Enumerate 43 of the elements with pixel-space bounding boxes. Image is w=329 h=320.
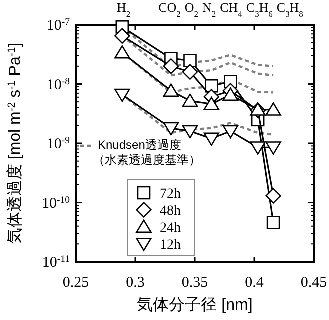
legend-label: 72h: [160, 187, 181, 202]
text: N$_{2}$: [202, 0, 216, 19]
text: CH$_{4}$: [220, 0, 244, 19]
x-tick-label: 0.3: [126, 275, 145, 291]
point: [222, 88, 239, 101]
point: [266, 216, 280, 230]
y-tick-label: 10$^{-9}$: [46, 135, 70, 152]
legend-label: Knudsen透過度（水素透過度基準）: [93, 138, 201, 167]
x-tick-label: 0.25: [62, 275, 90, 291]
point: [114, 46, 130, 59]
point: [205, 79, 218, 93]
point: [182, 125, 198, 139]
text: C$_{3}$H$_{8}$: [276, 0, 304, 19]
y-tick-label: 10$^{-10}$: [42, 194, 70, 212]
point: [184, 54, 197, 68]
text: O$_{2}$: [184, 0, 198, 19]
legend-label: 48h: [160, 204, 181, 219]
x-tick-label: 0.35: [182, 275, 208, 291]
x-axis-title: 気体分子径 [nm]: [137, 297, 253, 314]
point: [163, 58, 180, 74]
point: [266, 142, 282, 155]
y-tick-label: 10$^{-7}$: [46, 16, 70, 34]
point: [222, 125, 239, 139]
point: [204, 132, 220, 146]
point: [204, 96, 220, 110]
point: [250, 142, 266, 155]
text: C$_{3}$H$_{6}$: [246, 0, 273, 19]
point: [163, 84, 180, 98]
point: [182, 64, 198, 80]
text: H$_{2}$: [117, 0, 131, 19]
legend-label: 24h: [160, 221, 181, 236]
x-tick-label: 0.45: [300, 275, 328, 291]
text: CO$_{2}$: [158, 0, 181, 19]
legend-label: 12h: [160, 238, 181, 253]
x-tick-label: 0.4: [245, 275, 264, 291]
point: [114, 88, 130, 102]
point: [266, 188, 282, 204]
y-tick-label: 10$^{-11}$: [42, 254, 70, 271]
point: [266, 102, 282, 116]
point: [182, 94, 198, 108]
y-tick-label: 10$^{-8}$: [46, 76, 70, 94]
point: [114, 28, 130, 44]
point: [163, 122, 180, 136]
